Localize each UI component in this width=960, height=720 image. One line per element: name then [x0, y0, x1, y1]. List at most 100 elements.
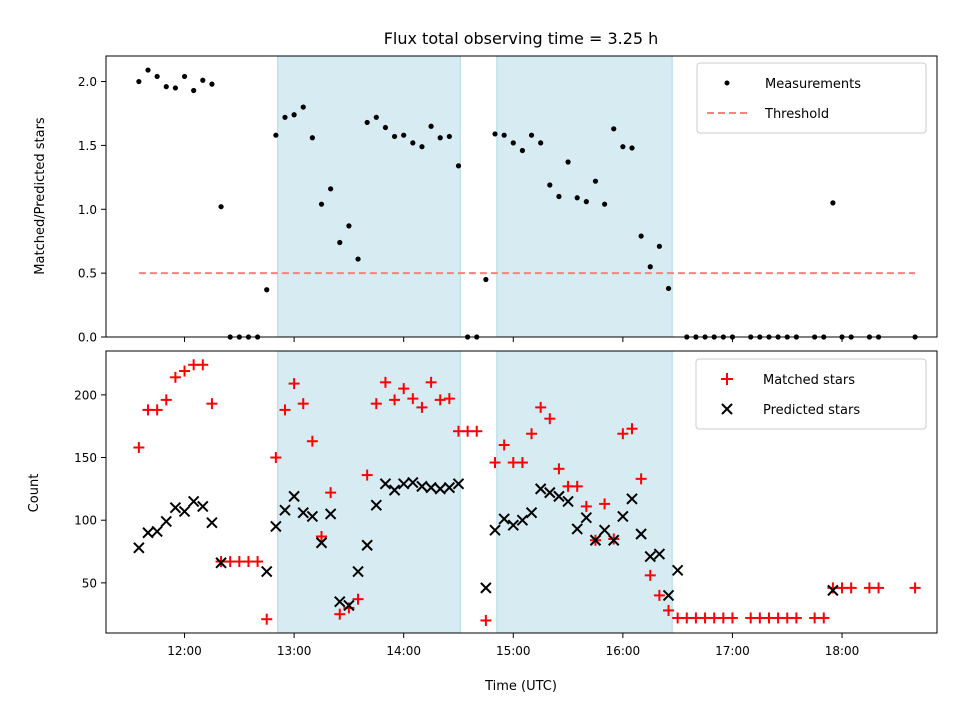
matched-stars-point: [653, 589, 665, 601]
matched-stars-point: [416, 401, 428, 413]
measurement-point: [181, 73, 188, 80]
predicted-stars-point: [562, 495, 574, 508]
measurement-point: [437, 135, 443, 141]
predicted-stars-point: [516, 514, 529, 526]
measurement-point: [200, 77, 206, 83]
predicted-stars-point: [397, 478, 410, 490]
matched-stars-series: [133, 359, 921, 626]
measurement-point: [519, 147, 526, 154]
y-tick-label: 50: [82, 576, 97, 590]
matched-stars-point: [160, 394, 172, 406]
bottom-legend: Matched stars Predicted stars: [695, 358, 927, 430]
predicted-stars-point: [671, 564, 684, 577]
measurement-point: [611, 126, 617, 132]
predicted-stars-point: [617, 510, 629, 523]
x-tick-label: 14:00: [386, 644, 421, 658]
measurement-point: [428, 123, 434, 129]
x-tick-label: 17:00: [715, 644, 750, 658]
predicted-stars-point: [443, 481, 456, 494]
predicted-stars-point: [215, 557, 227, 569]
top-y-axis-label: Matched/Predicted stars: [33, 117, 48, 275]
predicted-stars-point: [589, 534, 602, 546]
measurement-point: [337, 239, 343, 246]
matched-stars-point: [133, 442, 145, 454]
predicted-stars-point: [653, 548, 666, 560]
measurement-point: [209, 81, 215, 87]
matched-stars-point: [626, 423, 638, 435]
bottom-axes-frame: [105, 350, 938, 634]
measurement-point: [373, 114, 379, 120]
measurement-point: [665, 285, 672, 292]
y-tick-label: 1.0: [78, 203, 97, 217]
y-tick-label: 100: [74, 514, 97, 528]
measurement-point: [355, 256, 361, 262]
predicted-stars-point: [425, 481, 437, 494]
predicted-stars-point: [580, 511, 593, 524]
matched-stars-point: [370, 398, 382, 410]
y-tick-label: 2.0: [78, 75, 97, 89]
measurement-point: [547, 182, 553, 188]
measurement-point: [300, 104, 306, 110]
measurement-point: [446, 133, 452, 140]
x-tick-label: 13:00: [277, 644, 312, 658]
measurement-point: [145, 67, 151, 73]
matched-stars-point: [617, 428, 629, 440]
measurement-point: [382, 124, 389, 131]
matched-stars-point: [544, 413, 556, 425]
predicted-stars-point: [480, 582, 492, 594]
top-panel: 0.00.51.01.52.0 Matched/Predicted stars …: [33, 55, 938, 345]
legend-label-measurements: Measurements: [765, 77, 861, 92]
matched-stars-point: [635, 473, 647, 485]
measurement-point: [583, 199, 589, 205]
matched-stars-point: [197, 359, 209, 371]
y-tick-label: 1.5: [78, 139, 97, 153]
predicted-stars-point: [534, 483, 547, 495]
matched-stars-point: [663, 604, 675, 616]
predicted-stars-point: [507, 519, 519, 531]
matched-stars-point: [845, 582, 857, 594]
predicted-stars-point: [416, 480, 428, 493]
measurement-point: [455, 163, 462, 169]
y-tick-label: 200: [74, 388, 97, 402]
predicted-stars-point: [151, 525, 163, 538]
matched-stars-point: [516, 457, 528, 469]
legend-label-threshold: Threshold: [764, 107, 829, 122]
measurement-point: [574, 195, 580, 201]
predicted-stars-point: [206, 516, 218, 529]
predicted-stars-point: [306, 510, 319, 523]
matched-stars-point: [306, 435, 318, 447]
predicted-stars-point: [407, 476, 419, 489]
predicted-stars-point: [142, 527, 154, 539]
matched-stars-point: [580, 500, 592, 512]
top-y-ticks: 0.0 0.5 1.0 1.5 2.0: [78, 75, 106, 345]
top-x-ticks: [184, 337, 843, 342]
matched-stars-point: [151, 404, 163, 416]
matched-stars-point: [873, 582, 885, 594]
predicted-stars-point: [626, 493, 638, 505]
top-shaded-intervals: [277, 55, 673, 338]
legend-label-matched-stars: Matched stars: [763, 373, 855, 388]
measurement-point: [328, 186, 334, 192]
predicted-stars-point: [361, 539, 373, 551]
matched-stars-point: [261, 613, 273, 625]
measurement-point: [602, 201, 608, 207]
matched-stars-point: [334, 608, 346, 620]
matched-stars-point: [443, 393, 455, 405]
predicted-stars-point: [197, 500, 209, 513]
predicted-stars-point: [352, 565, 364, 578]
matched-stars-point: [279, 404, 291, 416]
predicted-stars-point: [571, 523, 583, 535]
bottom-panel: 50 100 150 200 12:00 13:00 14:00 15:00 16:00 17:…: [27, 350, 938, 694]
measurement-point: [264, 287, 270, 293]
predicted-stars-point: [489, 524, 501, 536]
shaded-interval: [496, 350, 673, 634]
top-legend: Measurements Threshold: [696, 62, 927, 134]
matched-stars-point: [316, 530, 328, 542]
matched-stars-point: [434, 394, 446, 406]
predicted-stars-point: [169, 501, 182, 514]
predicted-stars-point: [388, 484, 401, 496]
x-tick-label: 15:00: [496, 644, 531, 658]
measurement-point: [629, 145, 635, 151]
chart-title: Flux total observing time = 3.25 h: [384, 29, 659, 48]
